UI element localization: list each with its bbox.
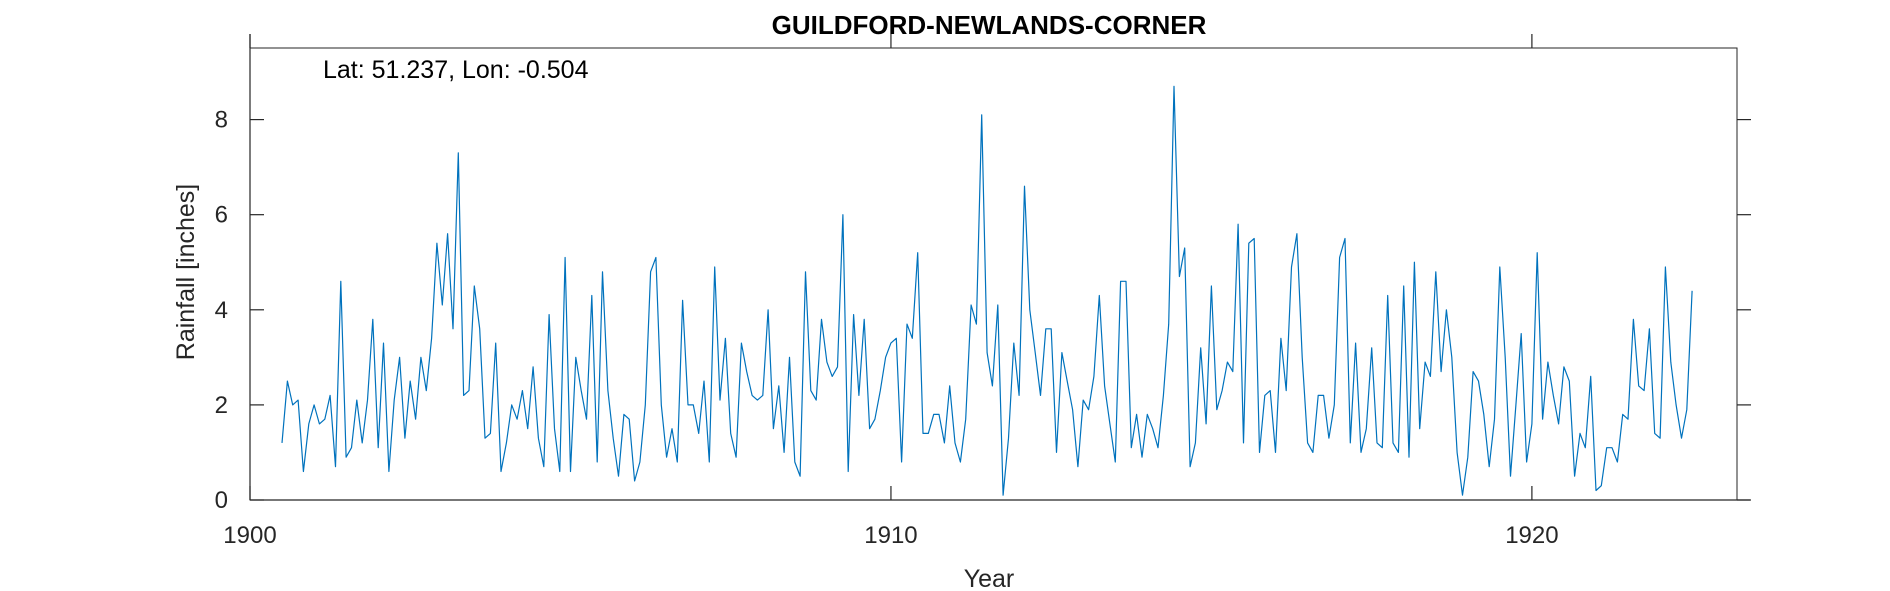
series-layer: [281, 85, 1693, 496]
plot-area: [249, 47, 1738, 501]
y-axis-ticks: 0 2 4 6 8: [215, 107, 1751, 514]
y-tick-label: 6: [215, 202, 228, 229]
y-tick-label: 4: [215, 297, 228, 324]
location-annotation: Lat: 51.237, Lon: -0.504: [323, 56, 589, 84]
x-axis-ticks: 1900 1910 1920: [223, 34, 1559, 549]
x-tick-label: 1910: [864, 522, 917, 549]
y-tick-label: 8: [215, 107, 228, 134]
x-axis-label: Year: [964, 565, 1015, 591]
y-axis-label: Rainfall [inches]: [172, 184, 200, 360]
x-tick-label: 1920: [1505, 522, 1558, 549]
y-tick-label: 2: [215, 392, 228, 419]
chart-title: GUILDFORD-NEWLANDS-CORNER: [772, 10, 1207, 40]
x-tick-label: 1900: [223, 522, 276, 549]
y-tick-label: 0: [215, 487, 228, 514]
series-line: [281, 85, 1693, 496]
